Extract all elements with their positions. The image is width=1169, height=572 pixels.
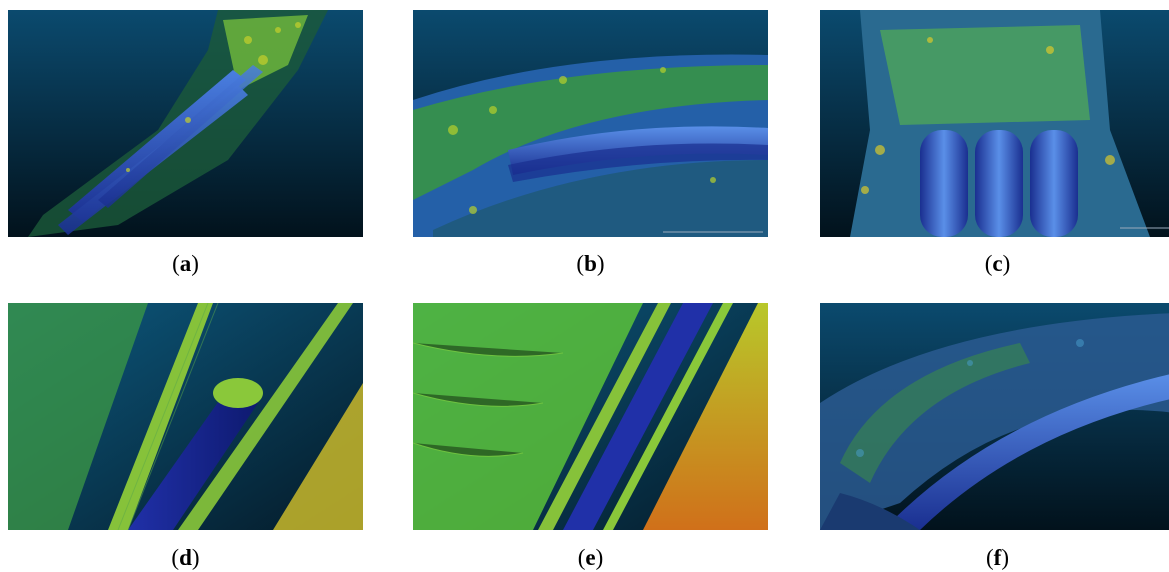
panel-f-label: f bbox=[993, 545, 1002, 570]
panel-d-image bbox=[8, 303, 363, 530]
panel-e-label: e bbox=[585, 545, 596, 570]
point-cloud-e bbox=[413, 303, 768, 530]
panel-b-label: b bbox=[584, 251, 597, 276]
panel-d-caption: (d) bbox=[171, 545, 200, 570]
panel-f-image bbox=[820, 303, 1169, 530]
point-cloud-f bbox=[820, 303, 1169, 530]
panel-c-caption: (c) bbox=[984, 251, 1011, 276]
panel-b-caption: (b) bbox=[576, 251, 605, 276]
panel-f-caption: (f) bbox=[985, 545, 1009, 570]
panel-e-image bbox=[413, 303, 768, 530]
point-cloud-d bbox=[8, 303, 363, 530]
panel-a-image bbox=[8, 10, 363, 237]
panel-c-image bbox=[820, 10, 1169, 237]
panel-a-label: a bbox=[179, 251, 192, 276]
point-cloud-a bbox=[8, 10, 363, 237]
point-cloud-c bbox=[820, 10, 1169, 237]
panel-d-label: d bbox=[179, 545, 192, 570]
panel-e-caption: (e) bbox=[577, 545, 604, 570]
panel-b-image bbox=[413, 10, 768, 237]
panel-a-caption: (a) bbox=[172, 251, 199, 276]
point-cloud-b bbox=[413, 10, 768, 237]
panel-c-label: c bbox=[992, 251, 1003, 276]
